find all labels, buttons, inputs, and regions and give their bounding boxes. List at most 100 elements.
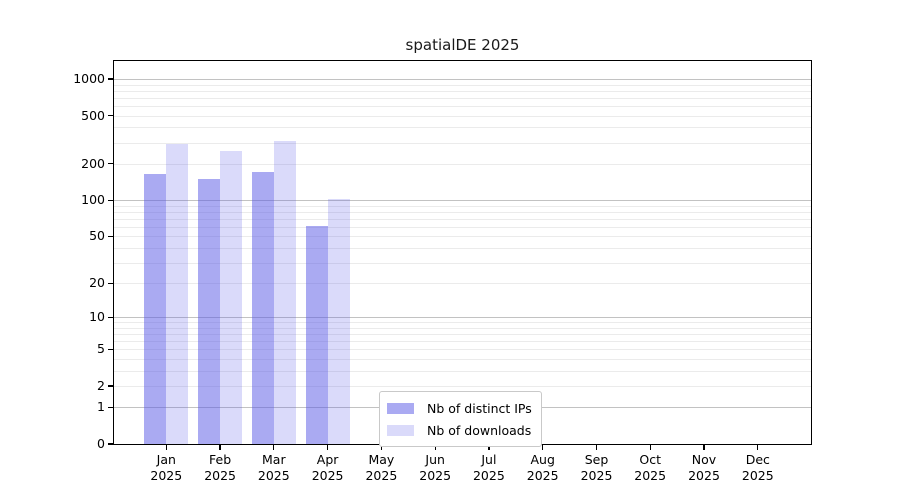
- y-tick-label-100: 100: [81, 192, 105, 208]
- y-tick-0: [108, 443, 113, 445]
- bar-nb-of-distinct-ips-apr-2025: [305, 226, 328, 444]
- x-tick-year: 2025: [204, 468, 236, 483]
- legend-item-downloads: Nb of downloads: [387, 419, 532, 441]
- x-tick-apr-2025: [326, 444, 329, 450]
- y-tick-1: [108, 406, 113, 409]
- x-tick-label-jun-2025: Jun 2025: [403, 452, 467, 484]
- minor-gridline-4: [114, 359, 811, 360]
- minor-gridline-60: [114, 226, 811, 228]
- y-tick-label-500: 500: [81, 107, 105, 123]
- x-tick-label-oct-2025: Oct 2025: [618, 452, 682, 484]
- x-tick-year: 2025: [688, 468, 720, 483]
- x-tick-label-nov-2025: Nov 2025: [672, 452, 736, 484]
- y-tick-label-5: 5: [97, 341, 105, 357]
- y-tick-100: [108, 199, 113, 201]
- x-tick-label-jul-2025: Jul 2025: [457, 452, 521, 484]
- x-tick-month: Oct: [639, 452, 661, 467]
- x-tick-year: 2025: [526, 468, 559, 483]
- minor-gridline-80: [114, 211, 811, 213]
- bar-nb-of-distinct-ips-jan-2025: [144, 173, 167, 444]
- y-tick-label-1: 1: [97, 399, 105, 415]
- minor-gridline-300: [114, 142, 811, 144]
- minor-gridline-3: [114, 370, 811, 372]
- y-tick-label-0: 0: [97, 436, 105, 451]
- minor-gridline-20: [114, 283, 811, 285]
- minor-gridline-2: [114, 386, 811, 387]
- y-tick-label-1000: 1000: [73, 71, 105, 86]
- bar-nb-of-distinct-ips-feb-2025: [198, 178, 221, 444]
- x-tick-oct-2025: [649, 444, 651, 450]
- x-tick-year: 2025: [580, 468, 613, 483]
- x-tick-label-dec-2025: Dec 2025: [726, 452, 790, 484]
- x-tick-month: Sep: [584, 452, 609, 467]
- legend-swatch-distinct-ips: [387, 402, 414, 414]
- x-tick-aug-2025: [542, 444, 544, 450]
- minor-gridline-40: [114, 247, 811, 249]
- legend-label-distinct-ips: Nb of distinct IPs: [427, 400, 532, 416]
- legend-label-downloads: Nb of downloads: [427, 422, 532, 438]
- y-tick-1000: [108, 78, 113, 80]
- x-tick-month: Dec: [745, 452, 770, 467]
- minor-gridline-9: [114, 322, 811, 324]
- minor-gridline-700: [114, 97, 811, 99]
- legend: Nb of distinct IPs Nb of downloads: [379, 391, 542, 447]
- y-tick-label-20: 20: [89, 275, 105, 291]
- x-tick-year: 2025: [472, 468, 505, 483]
- major-gridline-1000: [114, 79, 811, 80]
- bar-nb-of-downloads-jan-2025: [166, 143, 189, 444]
- x-tick-month: Aug: [530, 452, 555, 467]
- x-tick-label-apr-2025: Apr 2025: [296, 452, 360, 484]
- y-tick-2: [108, 385, 113, 387]
- x-tick-month: Jul: [481, 452, 497, 467]
- x-tick-label-jan-2025: Jan 2025: [134, 452, 198, 484]
- x-tick-label-may-2025: May 2025: [349, 452, 413, 484]
- y-tick-label-2: 2: [97, 378, 105, 393]
- legend-item-distinct-ips: Nb of distinct IPs: [387, 397, 532, 419]
- minor-gridline-50: [114, 236, 811, 238]
- minor-gridline-90: [114, 205, 811, 207]
- x-tick-year: 2025: [741, 468, 774, 483]
- minor-gridline-900: [114, 84, 811, 86]
- x-tick-mar-2025: [273, 444, 275, 450]
- x-tick-jul-2025: [488, 444, 490, 450]
- minor-gridline-70: [114, 218, 811, 220]
- major-gridline-10: [114, 317, 811, 319]
- y-tick-50: [108, 235, 113, 237]
- y-tick-20: [108, 282, 113, 284]
- x-tick-jun-2025: [434, 444, 436, 450]
- x-tick-jan-2025: [165, 444, 167, 450]
- y-tick-200: [108, 163, 113, 165]
- x-tick-year: 2025: [311, 468, 344, 483]
- x-tick-year: 2025: [150, 468, 183, 483]
- bar-nb-of-downloads-mar-2025: [273, 140, 296, 444]
- minor-gridline-500: [114, 115, 811, 117]
- bar-nb-of-distinct-ips-mar-2025: [251, 172, 274, 444]
- x-tick-year: 2025: [365, 468, 398, 483]
- x-tick-year: 2025: [257, 468, 290, 483]
- plot-area: [114, 61, 811, 444]
- x-tick-month: Feb: [209, 452, 232, 467]
- minor-gridline-400: [114, 127, 811, 129]
- x-tick-month: Mar: [262, 452, 286, 467]
- x-tick-sep-2025: [595, 444, 598, 450]
- y-tick-label-200: 200: [81, 155, 105, 171]
- x-tick-label-sep-2025: Sep 2025: [565, 452, 629, 484]
- minor-gridline-200: [114, 163, 811, 165]
- y-tick-label-50: 50: [89, 228, 105, 244]
- y-tick-5: [108, 348, 113, 350]
- major-gridline-100: [114, 200, 811, 202]
- x-tick-label-aug-2025: Aug 2025: [511, 452, 575, 484]
- bar-nb-of-downloads-feb-2025: [220, 151, 243, 444]
- y-tick-label-10: 10: [89, 309, 105, 325]
- minor-gridline-5: [114, 349, 811, 351]
- x-tick-dec-2025: [757, 444, 759, 450]
- x-tick-month: Jun: [425, 452, 445, 467]
- x-tick-label-feb-2025: Feb 2025: [188, 452, 252, 484]
- minor-gridline-30: [114, 262, 811, 264]
- minor-gridline-8: [114, 327, 811, 329]
- x-tick-month: Nov: [691, 452, 717, 467]
- x-tick-month: Jan: [156, 452, 176, 467]
- y-tick-10: [108, 316, 113, 318]
- minor-gridline-600: [114, 105, 811, 107]
